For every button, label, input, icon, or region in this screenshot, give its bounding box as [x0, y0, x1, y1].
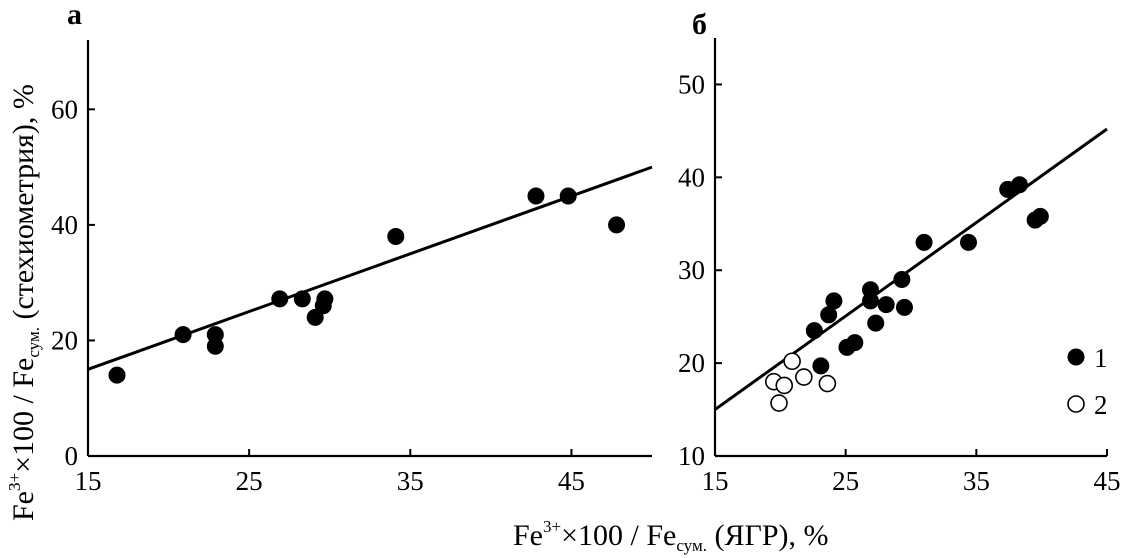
data-point-b-series-2 — [818, 374, 837, 393]
x-tick-label-b: 25 — [832, 466, 859, 496]
y-tick-label-a: 0 — [65, 441, 79, 471]
x-tick-label-a: 25 — [236, 466, 263, 496]
data-point-a-series-1 — [293, 290, 311, 308]
x-axis-title-mid: ×100 / Fe — [561, 519, 676, 552]
legend-marker-2 — [1067, 395, 1085, 413]
y-axis-title-base: Fe — [7, 491, 40, 521]
data-point-a-series-1 — [306, 308, 324, 326]
y-tick-label-b: 50 — [678, 69, 705, 99]
x-axis-title-tail: (ЯГР), % — [707, 519, 829, 552]
x-tick-label-a: 45 — [558, 466, 585, 496]
x-tick-label-a: 35 — [397, 466, 424, 496]
y-tick-label-a: 40 — [51, 210, 78, 240]
data-point-a-series-1 — [174, 326, 192, 344]
legend-label-1: 1 — [1094, 343, 1108, 373]
y-axis-title: Fe3+×100 / Feсум. (стехиометрия), % — [5, 84, 43, 521]
y-tick-label-a: 20 — [51, 325, 78, 355]
x-tick-label-b: 15 — [702, 466, 729, 496]
data-point-b-series-1 — [846, 334, 864, 352]
x-axis-title: Fe3+×100 / Feсум. (ЯГР), % — [513, 517, 828, 555]
x-axis-title-sub: сум. — [676, 536, 707, 555]
data-point-a-series-1 — [206, 337, 224, 355]
data-point-b-series-1 — [1010, 176, 1028, 194]
y-tick-label-b: 10 — [678, 441, 705, 471]
panel-a-plot: 15 25 35 45 0 20 40 60 — [51, 40, 653, 496]
y-axis-title-mid: ×100 / Fe — [7, 358, 40, 473]
legend: 12 — [1067, 343, 1108, 420]
y-tick-label-a: 60 — [51, 94, 78, 124]
data-point-b-series-1 — [805, 322, 823, 340]
data-point-b-series-2 — [783, 352, 801, 371]
data-point-b-series-2 — [775, 376, 794, 395]
data-point-a-series-1 — [527, 187, 545, 205]
regression-line-b — [714, 127, 1108, 411]
legend-label-2: 2 — [1094, 390, 1108, 420]
data-point-b-series-1 — [861, 292, 879, 310]
y-tick-label-b: 40 — [678, 162, 705, 192]
x-axis-title-sup: 3+ — [543, 517, 561, 536]
data-point-b-series-2 — [795, 368, 813, 386]
legend-marker-1 — [1067, 348, 1085, 366]
data-point-b-series-1 — [867, 314, 885, 332]
y-axis-title-sup: 3+ — [5, 473, 24, 491]
data-point-a-series-1 — [559, 187, 577, 205]
data-point-a-series-1 — [271, 290, 289, 308]
data-point-b-series-1 — [825, 292, 843, 310]
data-point-b-series-2 — [770, 394, 788, 412]
data-point-b-series-1 — [1031, 207, 1049, 225]
data-point-b-series-1 — [959, 233, 977, 251]
data-point-b-series-1 — [812, 357, 830, 375]
x-tick-label-b: 35 — [963, 466, 990, 496]
panel-label-a: а — [67, 0, 82, 31]
data-point-b-series-1 — [893, 271, 911, 289]
data-point-a-series-1 — [608, 216, 626, 234]
x-tick-label-a: 15 — [75, 466, 102, 496]
data-point-a-series-1 — [387, 227, 405, 245]
y-tick-label-b: 20 — [678, 348, 705, 378]
panel-label-b: б — [692, 8, 707, 41]
data-point-a-series-1 — [316, 290, 334, 308]
y-tick-label-b: 30 — [678, 255, 705, 285]
data-point-b-series-1 — [895, 298, 913, 316]
data-point-b-series-1 — [915, 233, 933, 251]
y-axis-title-sub: сум. — [24, 327, 43, 358]
data-point-b-series-1 — [877, 296, 895, 314]
panel-b-plot: 15 25 35 45 10 20 30 40 50 — [678, 38, 1121, 496]
x-axis-title-base: Fe — [513, 519, 543, 552]
data-point-a-series-1 — [108, 366, 126, 384]
y-axis-title-tail: (стехиометрия), % — [7, 84, 40, 327]
x-tick-label-b: 45 — [1094, 466, 1121, 496]
